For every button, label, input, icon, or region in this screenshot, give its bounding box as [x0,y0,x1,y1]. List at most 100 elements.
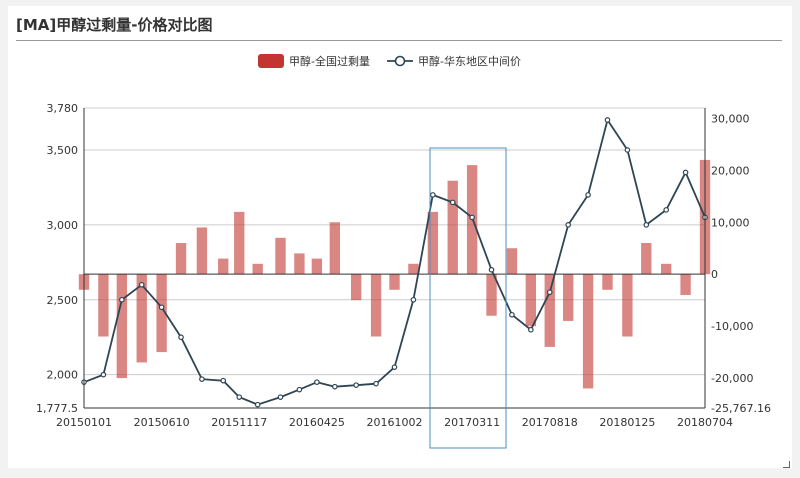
legend-item-line[interactable]: 甲醇-华东地区中间价 [387,54,521,68]
left-tick-1: 3,500 [47,144,79,157]
x-tick-0: 20150101 [56,416,112,429]
price-point-10 [277,394,284,400]
left-tick-5: 1,777.5 [36,402,78,415]
title-divider [16,40,782,41]
bar-31 [680,274,691,295]
bar-3 [136,274,147,363]
legend-line-marker [394,55,406,67]
bar-6 [196,227,208,275]
right-tick-6: -25,767.16 [711,402,771,415]
price-points [81,117,708,408]
bar-13 [329,222,341,275]
price-point-3 [138,281,145,288]
left-tick-2: 3,000 [47,219,79,232]
bar-17 [408,263,419,275]
price-point-29 [643,222,650,228]
x-tick-1: 20150610 [134,416,190,429]
bar-14 [350,274,362,301]
right-tick-2: 10,000 [711,216,750,229]
price-point-4 [158,304,165,311]
bar-5 [175,243,187,275]
left-tick-3: 2,500 [47,294,79,307]
bar-16 [389,274,400,290]
highlight-box [429,147,507,449]
price-point-20 [469,214,475,221]
legend: 甲醇-全国过剩量 甲醇-华东地区中间价 [258,54,521,68]
x-tick-3: 20160425 [289,416,345,429]
price-point-12 [314,379,320,385]
bar-11 [294,253,305,275]
x-tick-5: 20170311 [444,416,500,429]
right-tick-0: 30,000 [711,112,750,125]
price-point-5 [178,334,184,341]
x-tick-labels: 20150101 20150610 20151117 20160425 20161002… [56,416,733,429]
bar-27 [602,274,613,290]
price-point-27 [604,117,611,123]
bar-19 [447,180,458,275]
legend-line-label: 甲醇-华东地区中间价 [418,54,521,68]
right-tick-5: -20,000 [711,372,753,385]
price-point-19 [449,199,456,206]
x-tick-4: 20161002 [367,416,423,429]
right-tick-1: 20,000 [711,164,750,177]
price-point-9 [254,401,261,408]
bar-26 [582,274,594,389]
bar-2 [116,274,128,379]
bar-28 [622,274,633,337]
right-tick-labels: 30,000 20,000 10,000 0 -10,000 -20,000 -25,767… [711,112,771,415]
price-point-14 [353,382,359,388]
legend-item-bar[interactable]: 甲醇-全国过剩量 [258,54,370,68]
legend-bar-swatch [258,54,284,68]
bar-4 [156,274,167,353]
bar-10 [275,237,286,275]
axes [83,108,706,409]
chart-title: [MA]甲醇过剩量-价格对比图 [16,16,213,34]
bar-8 [234,211,245,275]
price-point-28 [624,147,631,153]
bar-23 [525,274,537,327]
bar-15 [370,274,382,337]
bar-22 [506,248,518,275]
right-tick-4: -10,000 [711,320,753,333]
bar-12 [311,258,323,275]
price-point-26 [585,192,591,198]
price-point-16 [391,364,398,370]
price-point-22 [509,311,515,318]
bar-30 [661,263,672,275]
bar-1 [98,274,109,337]
bar-29 [641,243,652,275]
right-tick-3: 0 [711,268,718,281]
bar-25 [563,274,574,321]
bar-24 [544,274,555,347]
price-point-23 [528,326,534,333]
resize-handle-icon[interactable] [783,461,790,468]
left-tick-4: 2,000 [47,369,79,382]
x-tick-8: 20180704 [677,416,733,429]
bar-18 [427,211,439,275]
x-tick-7: 20180125 [599,416,655,429]
bar-21 [486,274,497,316]
price-point-8 [236,394,243,400]
legend-bar-label: 甲醇-全国过剩量 [289,54,370,68]
price-point-25 [565,222,571,228]
chart-card [8,6,792,468]
price-point-1 [100,371,107,378]
price-point-31 [682,169,689,176]
left-tick-labels: 3,780 3,500 3,000 2,500 2,000 1,777.5 [36,102,78,415]
x-tick-2: 20151117 [211,416,267,429]
price-point-18 [430,192,436,198]
price-point-24 [546,289,553,296]
price-point-7 [220,377,227,384]
x-tick-6: 20170818 [522,416,578,429]
price-point-11 [296,386,303,393]
left-tick-0: 3,780 [47,102,79,115]
bar-9 [252,263,263,275]
bar-series [78,159,711,389]
price-point-2 [119,296,125,303]
price-point-15 [373,380,379,387]
price-point-17 [410,296,417,303]
price-point-13 [332,383,338,390]
bar-7 [218,258,229,275]
price-point-6 [199,376,205,382]
